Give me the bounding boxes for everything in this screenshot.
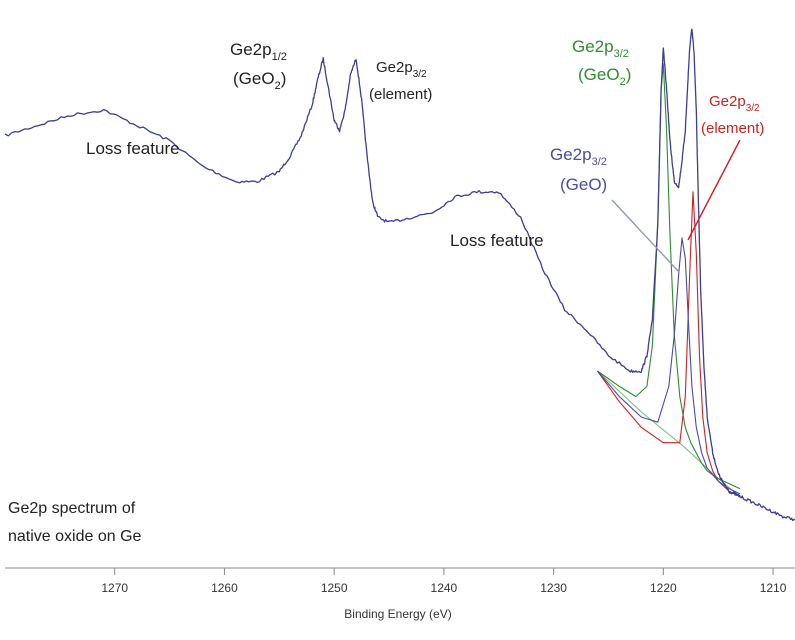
svg-text:(GeO): (GeO) <box>560 175 607 194</box>
curves-group <box>4 28 795 522</box>
annotation-ge2p32-element-left: Ge2p3/2 (element) <box>369 59 432 103</box>
svg-text:Ge2p3/2: Ge2p3/2 <box>550 145 607 168</box>
x-tick-label: 1250 <box>321 581 348 595</box>
annotation-loss-feature-left: Loss feature <box>86 139 180 158</box>
x-tick-label: 1240 <box>431 581 458 595</box>
series-background <box>597 370 741 497</box>
svg-text:(element): (element) <box>369 86 432 103</box>
leader-geo <box>611 199 680 273</box>
svg-text:Ge2p spectrum of: Ge2p spectrum of <box>8 500 136 517</box>
annotation-ge2p32-geo: Ge2p3/2 (GeO) <box>550 145 607 194</box>
leader-lines <box>611 139 741 273</box>
x-tick-label: 1260 <box>211 581 238 595</box>
series-spectrum <box>4 28 795 522</box>
svg-text:Ge2p3/2: Ge2p3/2 <box>572 37 629 60</box>
corner-note: Ge2p spectrum of native oxide on Ge <box>8 500 142 545</box>
x-axis-title: Binding Energy (eV) <box>344 607 451 621</box>
svg-text:(element): (element) <box>701 120 764 137</box>
x-tick-label: 1230 <box>540 581 567 595</box>
series-element-fit <box>597 191 741 497</box>
svg-text:Ge2p3/2: Ge2p3/2 <box>709 93 760 114</box>
svg-text:Ge2p3/2: Ge2p3/2 <box>376 59 427 80</box>
annotation-ge2p32-element-right: Ge2p3/2 (element) <box>701 93 764 137</box>
svg-text:(GeO2): (GeO2) <box>233 69 286 92</box>
annotation-ge2p32-geo2: Ge2p3/2 (GeO2) <box>572 37 631 88</box>
leader-element-right <box>687 139 741 241</box>
x-tick-label: 1210 <box>760 581 787 595</box>
annotation-ge2p12-geo2: Ge2p1/2 (GeO2) <box>230 40 287 92</box>
annotation-loss-feature-right: Loss feature <box>450 231 544 250</box>
series-geo-fit <box>597 237 741 495</box>
x-axis-ticks: 1270 1260 1250 1240 1230 1220 1210 <box>101 568 787 595</box>
x-tick-label: 1220 <box>650 581 677 595</box>
svg-text:Ge2p1/2: Ge2p1/2 <box>230 40 287 63</box>
svg-text:native oxide on Ge: native oxide on Ge <box>8 528 142 545</box>
svg-text:(GeO2): (GeO2) <box>578 65 631 88</box>
series-geo2-fit <box>597 63 741 490</box>
x-tick-label: 1270 <box>101 581 128 595</box>
